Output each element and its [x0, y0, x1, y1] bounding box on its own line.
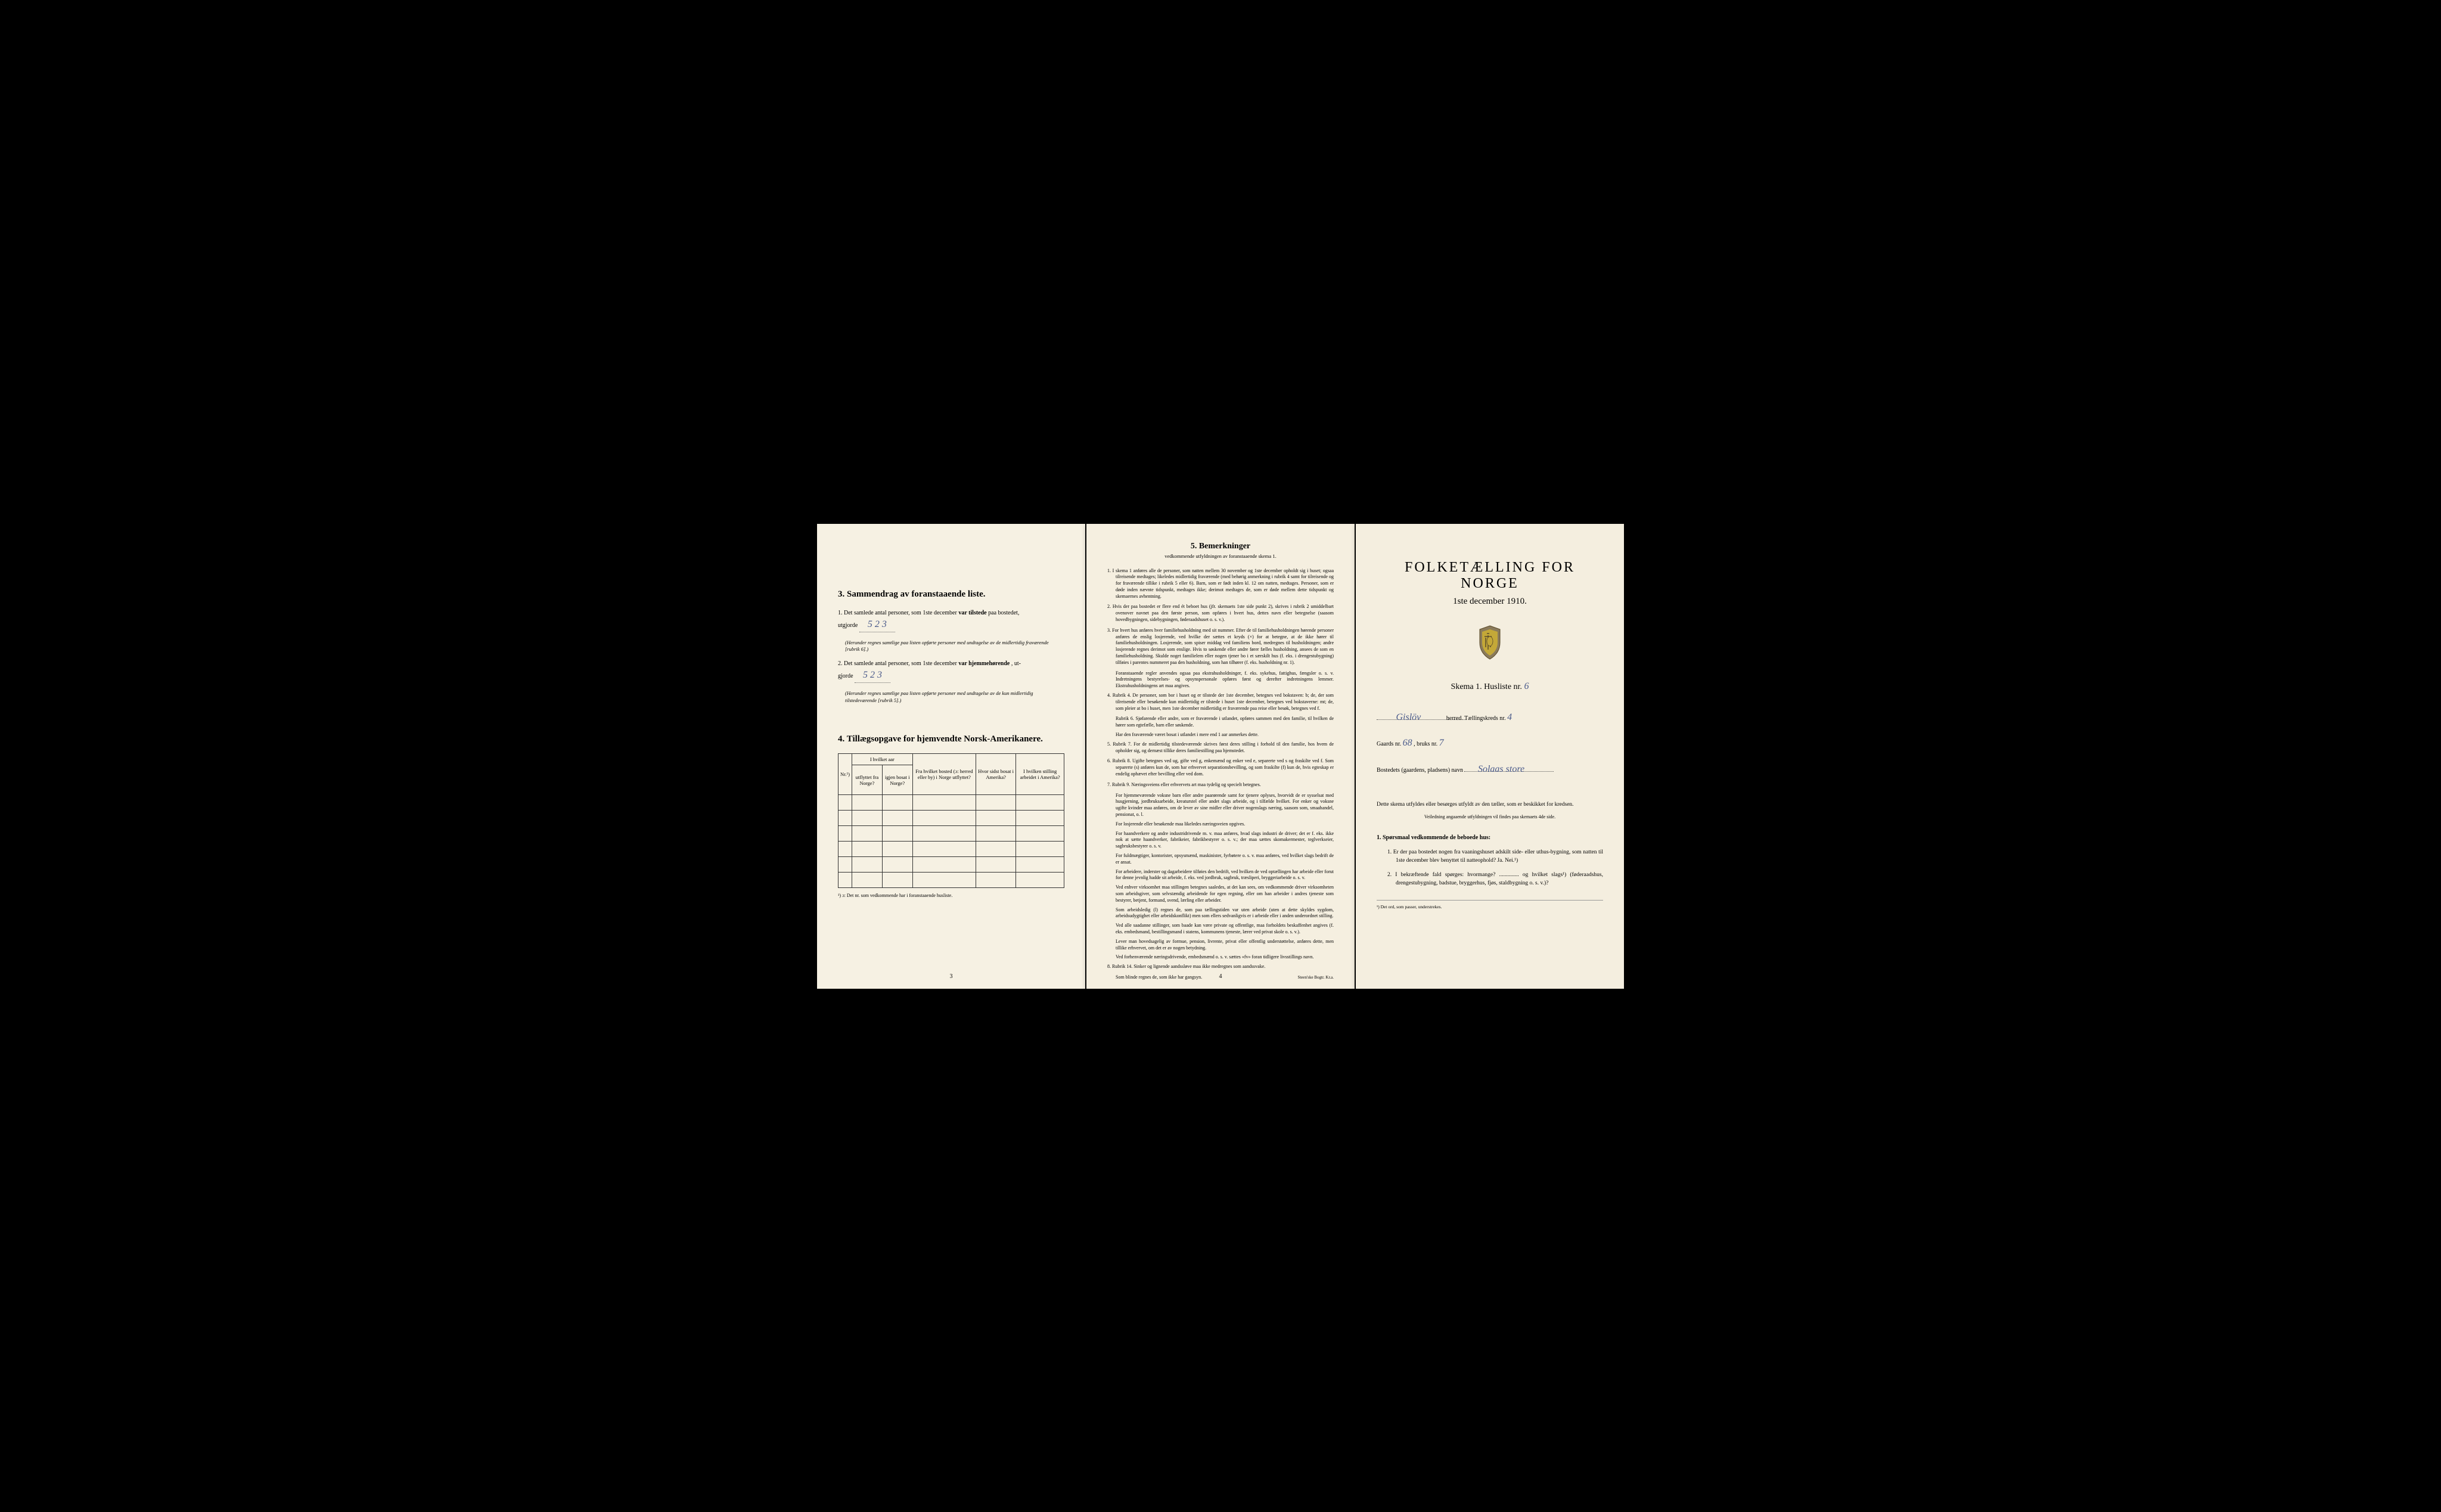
remark-6: 6. Rubrik 8. Ugifte betegnes ved ug, gif… [1107, 758, 1334, 777]
remark-5: 5. Rubrik 7. For de midlertidig tilstede… [1107, 741, 1334, 755]
instruction-main: Dette skema utfyldes eller besørges utfy… [1377, 800, 1603, 809]
item-1-note: (Herunder regnes samtlige paa listen opf… [845, 639, 1064, 654]
kreds-nr: 4 [1507, 712, 1512, 722]
remark-7d: For haandverkere og andre industridriven… [1107, 831, 1334, 850]
remark-1: 1. I skema 1 anføres alle de personer, s… [1107, 568, 1334, 600]
census-date: 1ste december 1910. [1377, 597, 1603, 607]
remark-4b: Rubrik 6. Sjøfarende eller andre, som er… [1107, 716, 1334, 729]
instruction-sub: Veiledning angaaende utfyldningen vil fi… [1377, 814, 1603, 819]
section-3-title: 3. Sammendrag av foranstaaende liste. [838, 589, 1064, 600]
remark-7h: Som arbeidsledig (l) regnes de, som paa … [1107, 907, 1334, 920]
item-2-note: (Herunder regnes samtlige paa listen opf… [845, 690, 1064, 704]
questions-heading: 1. Spørsmaal vedkommende de beboede hus: [1377, 834, 1603, 841]
col-returned: igjen bosat i Norge? [882, 765, 912, 795]
col-year: I hvilket aar [852, 754, 913, 765]
document-wrapper: 3. Sammendrag av foranstaaende liste. 1.… [793, 500, 1648, 1013]
col-emigrated: utflyttet fra Norge? [852, 765, 883, 795]
bosted-line: Bostedets (gaardens, pladsens) navn Sola… [1377, 762, 1603, 777]
cover-page: FOLKETÆLLING FOR NORGE 1ste december 191… [1356, 524, 1624, 989]
question-2: 2. I bekræftende fald spørges: hvormange… [1387, 871, 1603, 888]
bruks-nr: 7 [1439, 738, 1444, 748]
page-4: 5. Bemerkninger vedkommende utfyldningen… [1086, 524, 1355, 989]
herred-line: Gislöv herred. Tællingskreds nr. 4 [1377, 710, 1603, 725]
remark-7e: For fuldmægtiger, kontorister, opsysmænd… [1107, 853, 1334, 866]
page-number-4: 4 [1219, 973, 1222, 980]
remark-3b: Foranstaaende regler anvendes ogsaa paa … [1107, 670, 1334, 690]
remark-7g: Ved enhver virksomhet maa stillingen bet… [1107, 884, 1334, 904]
remark-7k: Ved forhenværende næringsdrivende, embed… [1107, 954, 1334, 961]
gaards-line: Gaards nr. 68 , bruks nr. 7 [1377, 735, 1603, 751]
remark-3: 3. For hvert hus anføres hver familiehus… [1107, 628, 1334, 666]
skema-line: Skema 1. Husliste nr. 6 [1377, 681, 1603, 692]
table-row [838, 873, 1064, 888]
right-footnote: ¹) Det ord, som passer, understrekes. [1377, 900, 1603, 909]
remark-7: 7. Rubrik 9. Næringsveiens eller erhverv… [1107, 782, 1334, 788]
col-position: I hvilken stilling arbeidet i Amerika? [1016, 754, 1064, 795]
americans-table: Nr.¹) I hvilket aar Fra hvilket bosted (… [838, 753, 1064, 888]
table-footnote: ¹) ɔ: Det nr. som vedkommende har i fora… [838, 893, 1064, 898]
remark-7j: Lever man hovedsagelig av formue, pensio… [1107, 939, 1334, 952]
remark-7b: For hjemmeværende voksne barn eller andr… [1107, 793, 1334, 818]
col-from: Fra hvilket bosted (ɔ: herred eller by) … [912, 754, 976, 795]
summary-item-1: 1. Det samlede antal personer, som 1ste … [838, 608, 1064, 632]
remark-2: 2. Hvis der paa bostedet er flere end ét… [1107, 604, 1334, 623]
table-row [838, 826, 1064, 842]
census-title: FOLKETÆLLING FOR NORGE [1377, 560, 1603, 592]
table-row [838, 811, 1064, 826]
bosted-value: Solaas store [1478, 764, 1524, 774]
remark-7f: For arbeidere, inderster og dagarbeidere… [1107, 869, 1334, 882]
page-number-3: 3 [950, 973, 953, 980]
remark-8: 8. Rubrik 14. Sinker og lignende aandssl… [1107, 964, 1334, 970]
table-row [838, 795, 1064, 811]
remark-4c: Har den fraværende været bosat i utlande… [1107, 732, 1334, 738]
remark-7i: Ved alle saadanne stillinger, som baade … [1107, 923, 1334, 936]
section-4-title: 4. Tillægsopgave for hjemvendte Norsk-Am… [838, 734, 1064, 744]
printer-note: Steen'ske Bogtr. Kr.a. [1297, 975, 1334, 980]
present-count-value: 5 2 3 [859, 617, 895, 632]
remark-4: 4. Rubrik 4. De personer, som bor i huse… [1107, 693, 1334, 712]
herred-value: Gislöv [1396, 712, 1421, 722]
resident-count-value: 5 2 3 [855, 668, 890, 683]
husliste-nr: 6 [1524, 681, 1529, 691]
question-1: 1. Er der paa bostedet nogen fra vaaning… [1387, 848, 1603, 865]
remark-7c: For losjerende eller besøkende maa likel… [1107, 821, 1334, 828]
summary-item-2: 2. Det samlede antal personer, som 1ste … [838, 659, 1064, 683]
remarks-title: 5. Bemerkninger [1107, 542, 1334, 551]
remarks-subtitle: vedkommende utfyldningen av foranstaaend… [1107, 553, 1334, 559]
col-where: Hvor sidst bosat i Amerika? [976, 754, 1015, 795]
table-row [838, 857, 1064, 873]
col-nr: Nr.¹) [838, 754, 852, 795]
gaards-nr: 68 [1403, 738, 1412, 748]
coat-of-arms-icon [1377, 625, 1603, 663]
page-3: 3. Sammendrag av foranstaaende liste. 1.… [817, 524, 1085, 989]
table-row [838, 842, 1064, 857]
